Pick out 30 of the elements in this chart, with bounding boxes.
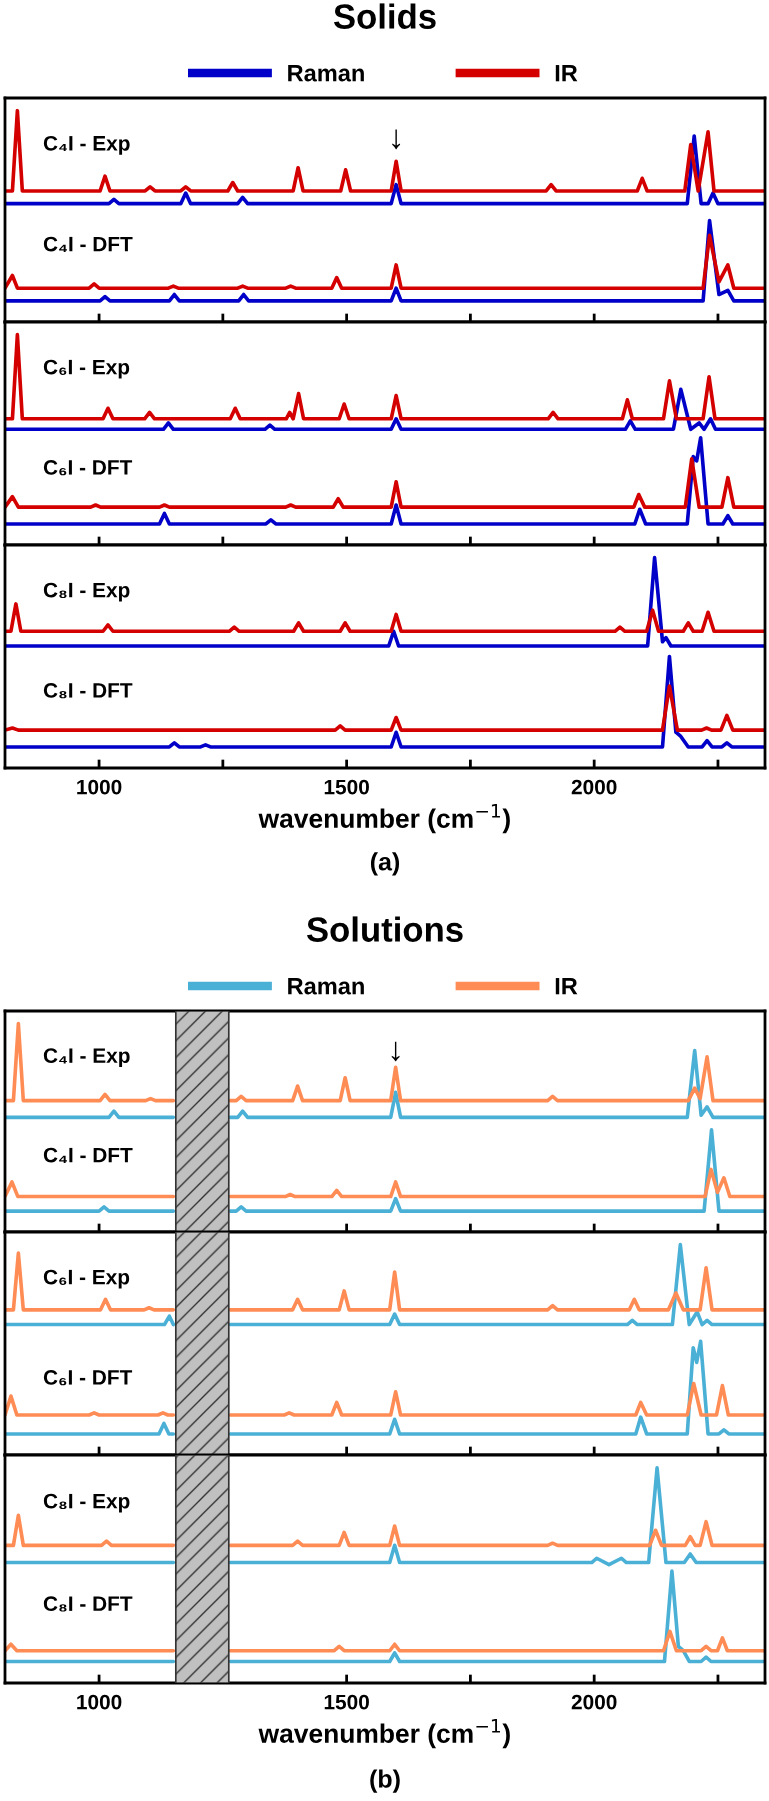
annotation: C₈I - Exp <box>43 1493 130 1513</box>
annotation: C₆I - DFT <box>43 1370 133 1386</box>
x-tick-label: 1500 <box>324 1694 369 1710</box>
x-axis-title: wavenumber (cm$^{−1}$) <box>258 804 510 834</box>
annotation: C₄I - Exp <box>43 1048 130 1068</box>
text: (b) <box>370 1769 400 1793</box>
x-tick-label: 2000 <box>571 1694 617 1710</box>
annotation: C₈I - DFT <box>43 683 133 699</box>
legend-label: IR <box>555 65 578 82</box>
annotation: C₆I - Exp <box>43 359 130 379</box>
legend-label: Raman <box>288 65 364 82</box>
x-tick-label: 1000 <box>77 1694 122 1710</box>
annotation: ↓ <box>391 1041 400 1062</box>
annotation: C₆I - Exp <box>43 1269 130 1289</box>
legend-label: IR <box>555 978 578 995</box>
annotation: C₄I - Exp <box>43 135 130 155</box>
annotation: C₄I - DFT <box>43 236 133 252</box>
x-tick-label: 2000 <box>571 779 617 795</box>
x-axis-title: wavenumber (cm$^{−1}$) <box>258 1719 510 1749</box>
annotation: ↓ <box>392 129 401 150</box>
annotation: C₈I - Exp <box>43 582 130 602</box>
annotation: C₄I - DFT <box>43 1147 133 1163</box>
x-tick-label: 1000 <box>77 779 122 795</box>
chart-title: Solids <box>333 3 436 29</box>
annotation: C₆I - DFT <box>43 460 133 476</box>
annotation: C₈I - DFT <box>43 1596 133 1612</box>
text: (a) <box>370 852 400 876</box>
legend-label: Raman <box>288 978 364 995</box>
x-tick-label: 1500 <box>324 779 369 795</box>
chart-title: Solutions <box>306 916 463 942</box>
